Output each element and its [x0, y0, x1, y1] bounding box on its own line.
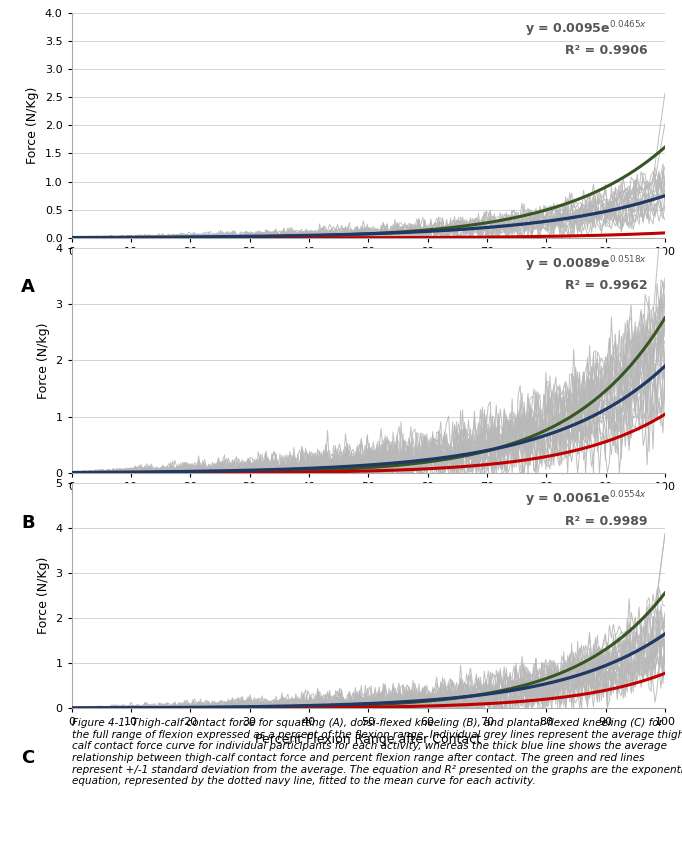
- Text: R² = 0.9989: R² = 0.9989: [565, 515, 647, 527]
- X-axis label: Percent Flexion Range after Contact: Percent Flexion Range after Contact: [255, 733, 481, 746]
- Text: R² = 0.9962: R² = 0.9962: [565, 279, 647, 293]
- Text: y = 0.0089e$^{0.0518x}$: y = 0.0089e$^{0.0518x}$: [525, 254, 647, 274]
- Y-axis label: Force (N/kg): Force (N/kg): [37, 322, 50, 399]
- Text: A: A: [21, 278, 35, 297]
- Text: C: C: [21, 749, 34, 767]
- Text: y = 0.0061e$^{0.0554x}$: y = 0.0061e$^{0.0554x}$: [525, 490, 647, 510]
- Text: B: B: [21, 514, 35, 532]
- X-axis label: Percent Flexion Range after Contact: Percent Flexion Range after Contact: [255, 263, 481, 276]
- X-axis label: Percent Flexion Range After Contact: Percent Flexion Range After Contact: [255, 498, 481, 510]
- Text: Figure 4-1: Thigh-calf contact force for squatting (A), dorsi-flexed kneeling (B: Figure 4-1: Thigh-calf contact force for…: [72, 718, 682, 786]
- Y-axis label: Force (N/Kg): Force (N/Kg): [27, 86, 40, 164]
- Text: R² = 0.9906: R² = 0.9906: [565, 44, 647, 58]
- Y-axis label: Force (N/Kg): Force (N/Kg): [37, 557, 50, 634]
- Text: y = 0.0095e$^{0.0465x}$: y = 0.0095e$^{0.0465x}$: [525, 20, 647, 39]
